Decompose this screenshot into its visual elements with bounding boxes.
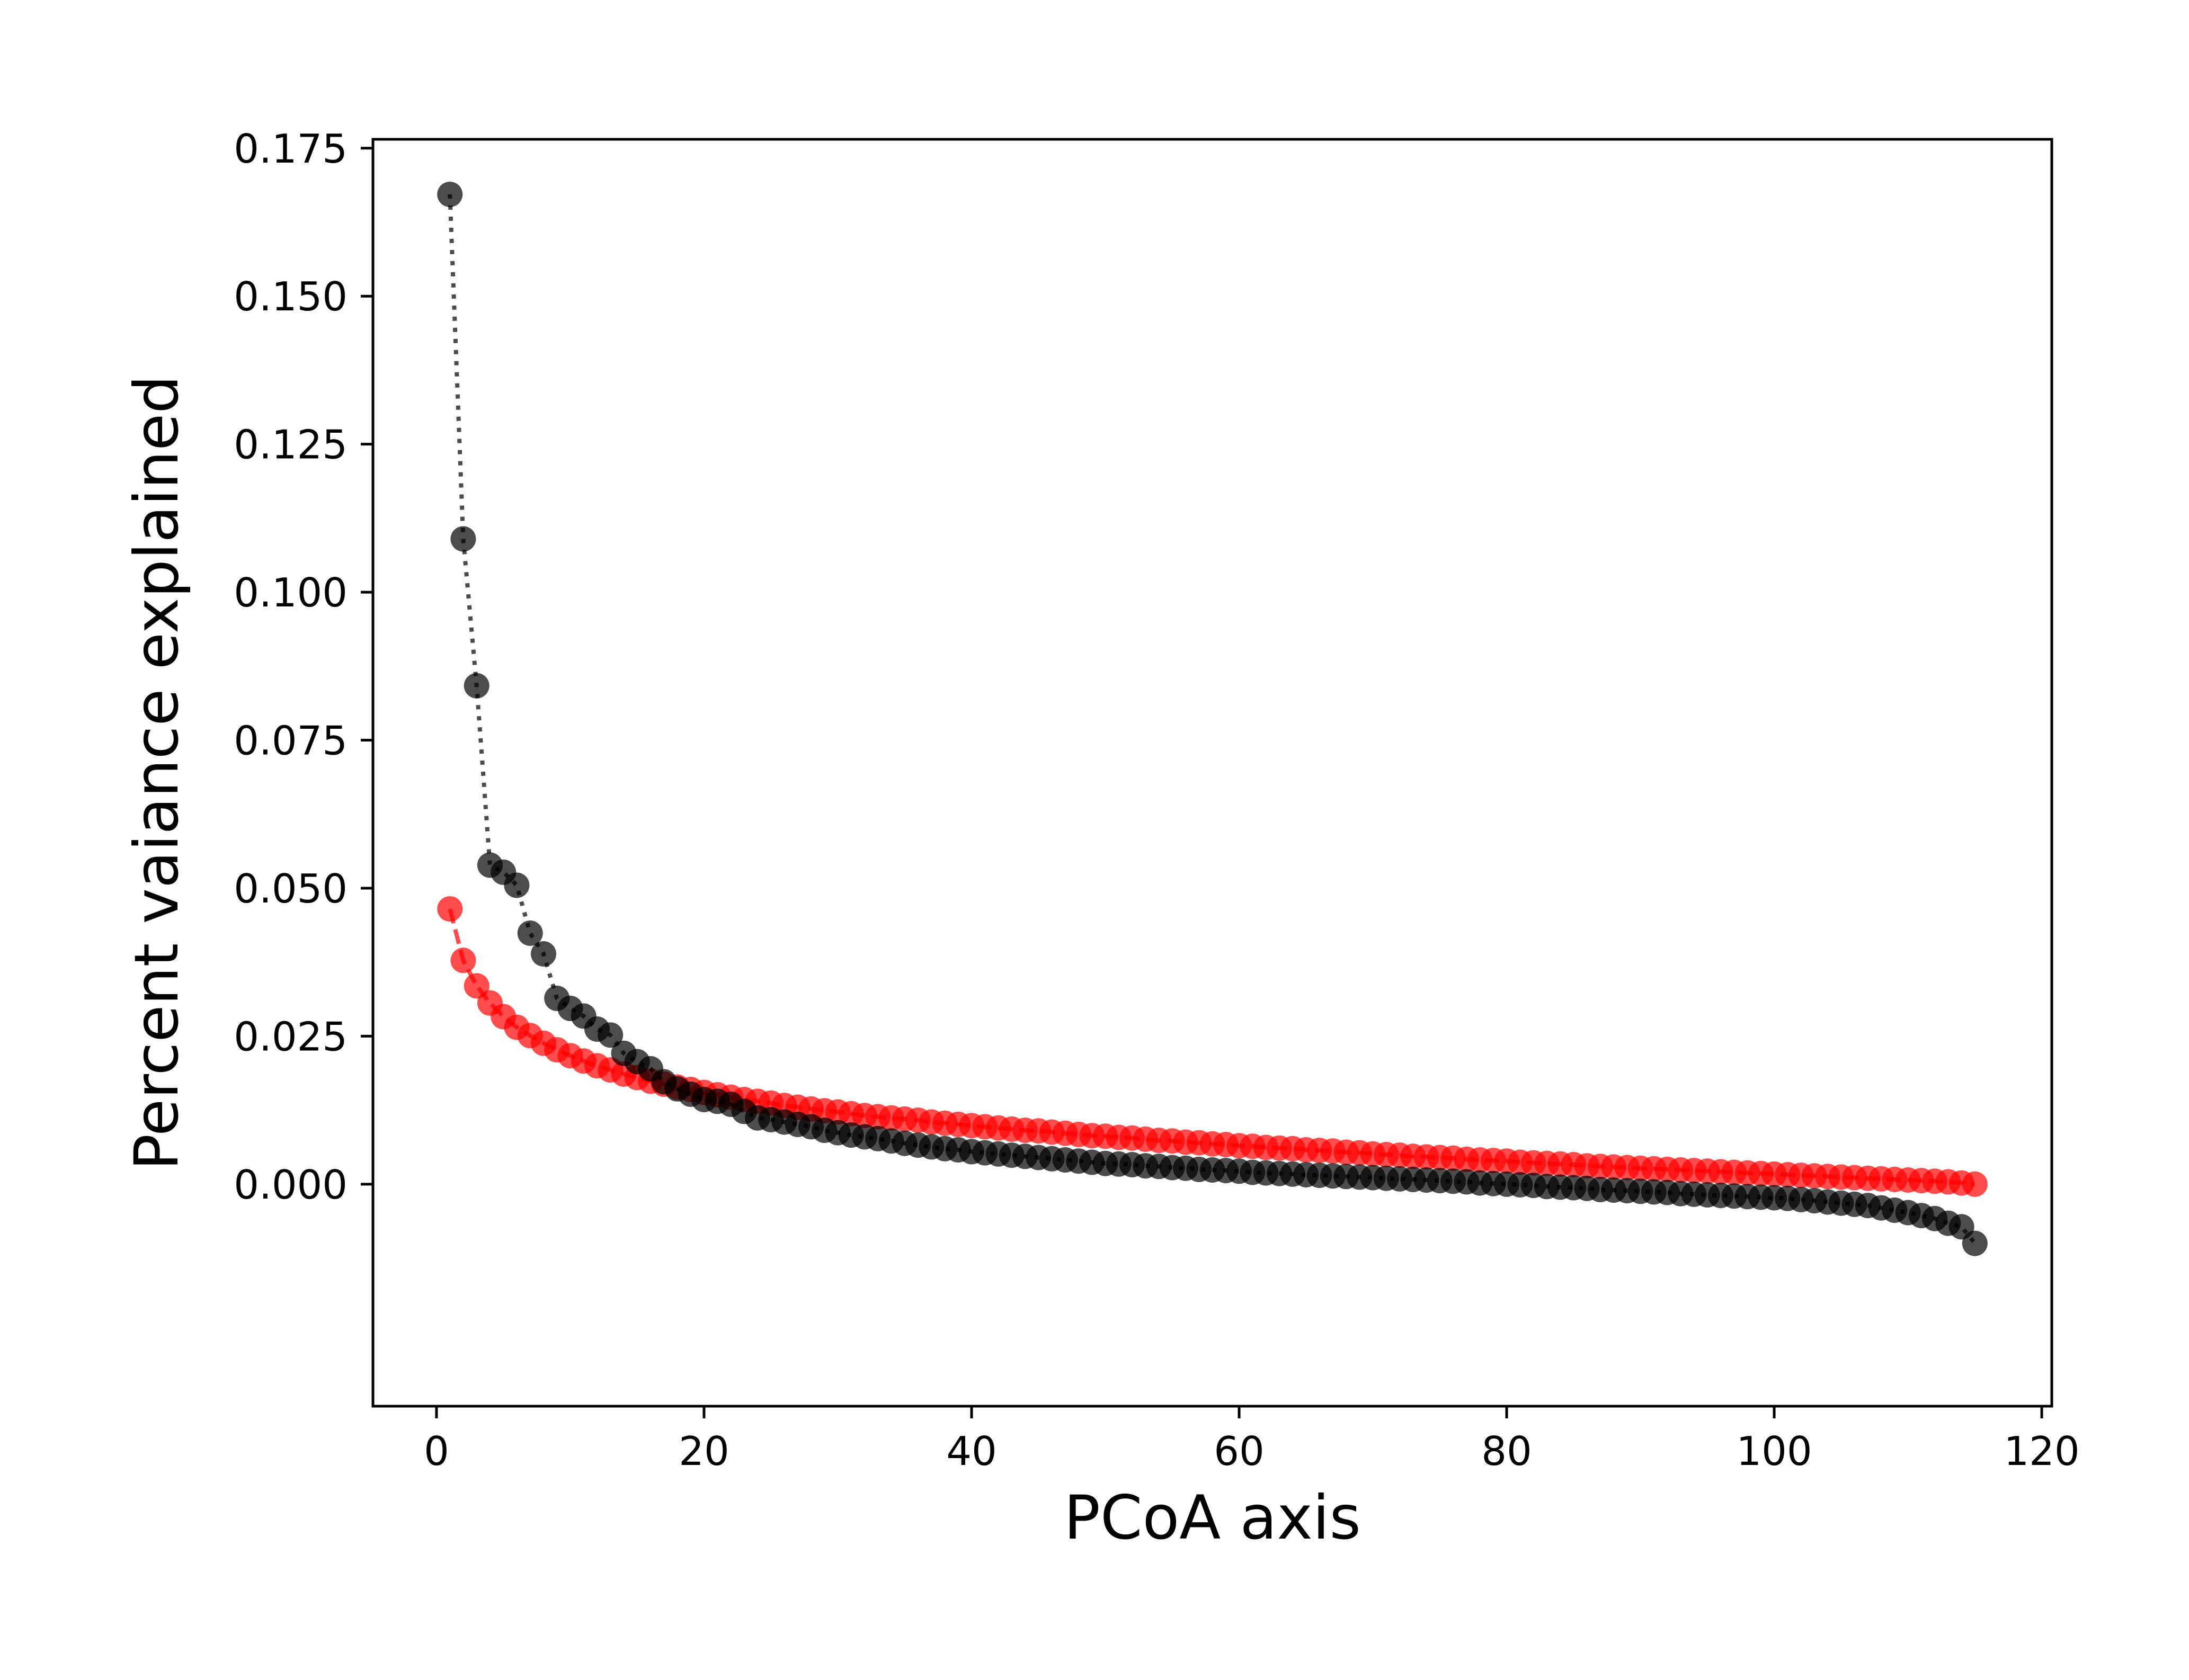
x-axis-title: PCoA axis [1064,1482,1361,1553]
y-tick-label: 0.175 [234,126,348,172]
y-tick-label: 0.025 [234,1013,348,1060]
series-2 [437,182,1988,1256]
series-1 [437,896,1988,1197]
y-tick-label: 0.050 [234,865,348,912]
series-layer [437,182,1988,1256]
series-1-point [1962,1171,1988,1197]
series-2-point [464,673,490,699]
y-tick-label: 0.150 [234,273,348,320]
x-tick-label: 100 [1736,1428,1812,1475]
x-tick-label: 60 [1214,1428,1264,1475]
plot-frame [371,138,2053,1408]
series-2-point [504,872,530,898]
y-tick-label: 0.000 [234,1161,348,1208]
series-2-point [1962,1230,1988,1256]
y-tick-label: 0.100 [234,569,348,616]
x-tick-label: 80 [1481,1428,1532,1475]
series-1-point [464,973,490,999]
x-tick-label: 120 [2004,1428,2079,1475]
series-2-point [517,920,543,946]
series-2-point [531,941,556,967]
y-axis-ticks: 0.000 0.025 0.050 0.075 0.100 0.125 0.150 0.175 [234,126,373,1208]
series-2-point [437,182,463,207]
series-2-point [598,1022,624,1048]
x-tick-label: 20 [679,1428,729,1475]
y-tick-label: 0.125 [234,422,348,468]
x-tick-label: 0 [424,1428,449,1475]
x-tick-label: 40 [946,1428,996,1475]
series-1-point [450,948,476,973]
series-2-point [450,526,476,552]
y-tick-label: 0.075 [234,718,348,764]
y-axis-title: Percent vaiance explained [121,375,192,1170]
x-axis-ticks: 0 20 40 60 80 100 120 [424,1406,2080,1475]
series-1-point [437,896,463,922]
